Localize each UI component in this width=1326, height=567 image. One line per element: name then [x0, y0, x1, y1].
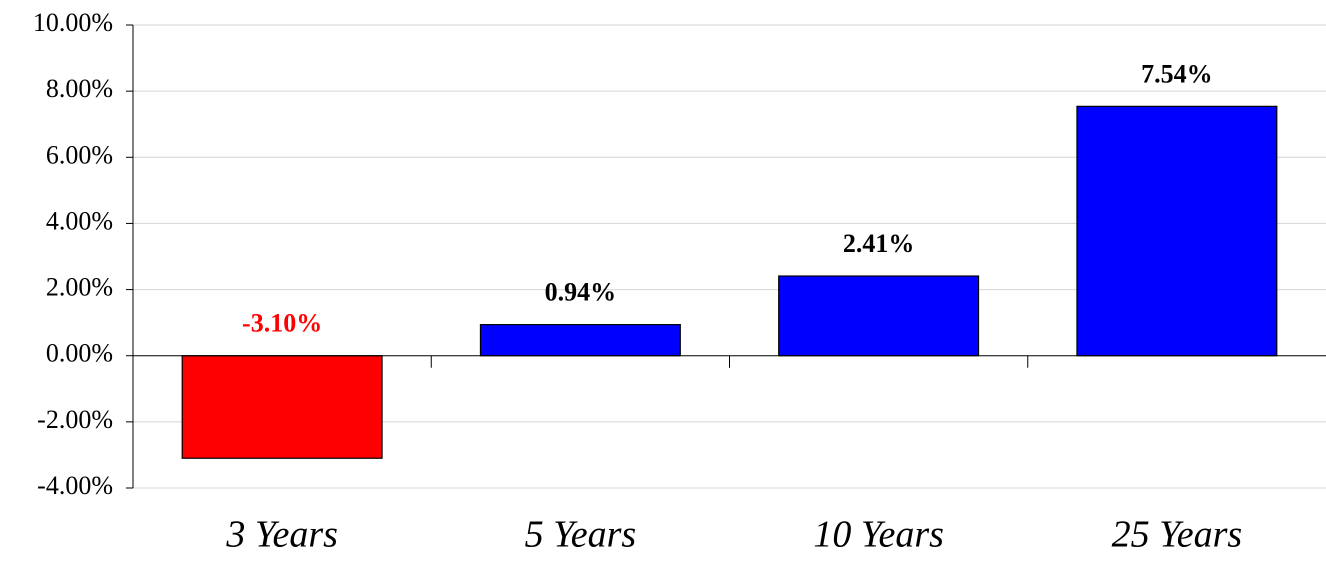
data-label: 7.54% — [1141, 59, 1213, 88]
x-axis-category-label: 5 Years — [525, 514, 637, 556]
x-axis-category-label: 10 Years — [813, 514, 944, 556]
bar — [181, 355, 383, 459]
x-axis-category-labels: 3 Years 5 Years 10 Years 25 Years — [225, 514, 1242, 556]
y-axis-tick-label: 4.00% — [46, 206, 113, 235]
y-axis-tick-label: 0.00% — [46, 339, 113, 368]
x-axis-category-label: 25 Years — [1112, 514, 1243, 556]
data-labels: -3.10% 0.94% 2.41% 7.54% — [242, 59, 1213, 337]
bar — [1076, 105, 1278, 357]
y-axis-tick-label: 2.00% — [46, 273, 113, 302]
x-axis-category-label: 3 Years — [225, 514, 338, 556]
y-axis-tick-label: -4.00% — [37, 471, 113, 500]
bars — [181, 105, 1278, 459]
y-axis-tick-label: -2.00% — [37, 405, 113, 434]
data-label: 0.94% — [545, 278, 617, 307]
y-axis-tick-label: 8.00% — [46, 74, 113, 103]
data-label: 2.41% — [843, 229, 915, 258]
axes — [126, 24, 1326, 489]
y-axis-tick-label: 6.00% — [46, 140, 113, 169]
y-axis-tick-labels: -4.00% -2.00% 0.00% 2.00% 4.00% 6.00% 8.00% 10.… — [33, 8, 113, 500]
y-axis-tick-label: 10.00% — [33, 8, 113, 37]
bar — [778, 275, 980, 357]
data-label: -3.10% — [242, 309, 322, 338]
bar — [479, 324, 681, 357]
